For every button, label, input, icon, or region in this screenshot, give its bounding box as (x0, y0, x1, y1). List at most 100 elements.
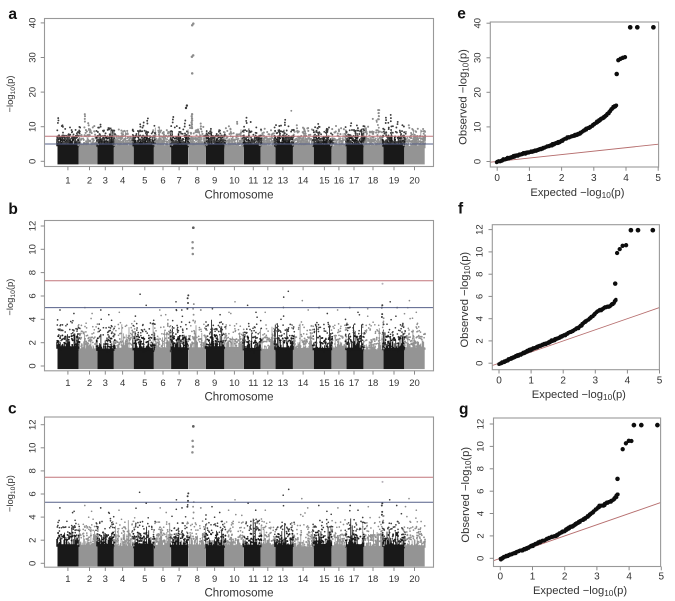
svg-text:7: 7 (176, 378, 181, 389)
svg-text:2: 2 (87, 176, 92, 187)
svg-text:2: 2 (562, 572, 568, 583)
svg-text:15: 15 (319, 574, 330, 585)
svg-text:19: 19 (389, 176, 400, 187)
svg-text:18: 18 (368, 176, 379, 187)
svg-text:12: 12 (263, 378, 274, 389)
svg-text:−log10(p): −log10(p) (4, 279, 17, 316)
svg-text:3: 3 (593, 376, 599, 387)
svg-text:10: 10 (475, 247, 486, 258)
svg-text:20: 20 (409, 574, 420, 585)
svg-text:b: b (8, 201, 17, 218)
svg-text:4: 4 (626, 572, 632, 583)
svg-text:17: 17 (349, 574, 360, 585)
svg-text:6: 6 (28, 491, 39, 496)
svg-text:15: 15 (319, 378, 330, 389)
svg-text:12: 12 (263, 574, 274, 585)
svg-text:Expected −log10(p): Expected −log10(p) (532, 389, 626, 402)
svg-text:g: g (459, 401, 468, 418)
svg-text:5: 5 (142, 176, 147, 187)
svg-text:2: 2 (560, 376, 566, 387)
svg-text:17: 17 (349, 176, 360, 187)
svg-text:−log10(p): −log10(p) (4, 76, 17, 113)
svg-text:10: 10 (476, 441, 487, 452)
svg-text:4: 4 (120, 574, 125, 585)
svg-text:16: 16 (334, 378, 345, 389)
svg-text:12: 12 (263, 176, 274, 187)
svg-text:0: 0 (473, 159, 484, 164)
svg-text:10: 10 (28, 244, 39, 255)
svg-text:e: e (457, 5, 466, 22)
svg-text:6: 6 (160, 176, 165, 187)
svg-text:16: 16 (334, 176, 345, 187)
svg-text:8: 8 (475, 272, 486, 277)
svg-text:14: 14 (298, 378, 309, 389)
svg-text:8: 8 (28, 270, 39, 275)
svg-text:20: 20 (409, 378, 420, 389)
svg-text:Observed −log10(p): Observed −log10(p) (460, 447, 473, 543)
svg-text:12: 12 (475, 224, 486, 235)
svg-text:13: 13 (278, 574, 289, 585)
svg-text:8: 8 (195, 176, 200, 187)
svg-text:0: 0 (28, 159, 39, 164)
svg-text:16: 16 (334, 574, 345, 585)
svg-text:8: 8 (28, 468, 39, 473)
svg-text:4: 4 (476, 511, 487, 516)
svg-text:1: 1 (65, 574, 70, 585)
svg-text:Observed −log10(p): Observed −log10(p) (458, 49, 471, 145)
svg-text:14: 14 (298, 574, 309, 585)
svg-text:7: 7 (176, 176, 181, 187)
svg-text:4: 4 (120, 176, 125, 187)
svg-text:6: 6 (160, 378, 165, 389)
svg-text:10: 10 (229, 176, 240, 187)
svg-text:1: 1 (530, 572, 536, 583)
svg-text:18: 18 (368, 574, 379, 585)
svg-text:Expected −log10(p): Expected −log10(p) (530, 187, 624, 200)
svg-text:15: 15 (319, 176, 330, 187)
svg-text:9: 9 (212, 378, 217, 389)
svg-text:12: 12 (28, 221, 39, 232)
svg-text:10: 10 (28, 121, 39, 132)
svg-text:2: 2 (28, 340, 39, 345)
svg-text:0: 0 (494, 173, 500, 184)
svg-text:9: 9 (212, 176, 217, 187)
svg-text:18: 18 (368, 378, 379, 389)
svg-text:0: 0 (496, 376, 502, 387)
svg-text:5: 5 (659, 572, 665, 583)
svg-text:3: 3 (103, 574, 108, 585)
svg-text:6: 6 (475, 294, 486, 299)
svg-text:4: 4 (623, 173, 629, 184)
svg-text:1: 1 (528, 376, 534, 387)
svg-text:13: 13 (278, 378, 289, 389)
svg-text:19: 19 (389, 378, 400, 389)
svg-text:4: 4 (475, 316, 486, 321)
svg-text:8: 8 (476, 466, 487, 471)
svg-text:12: 12 (476, 419, 487, 430)
svg-text:a: a (8, 6, 17, 23)
svg-text:4: 4 (120, 378, 125, 389)
svg-text:10: 10 (28, 443, 39, 454)
svg-text:40: 40 (473, 18, 484, 29)
svg-text:40: 40 (28, 18, 39, 29)
svg-text:4: 4 (28, 514, 39, 519)
svg-text:17: 17 (349, 378, 360, 389)
svg-text:3: 3 (103, 176, 108, 187)
svg-text:2: 2 (476, 533, 487, 538)
svg-text:7: 7 (176, 574, 181, 585)
svg-text:3: 3 (103, 378, 108, 389)
svg-text:2: 2 (28, 538, 39, 543)
svg-text:13: 13 (278, 176, 289, 187)
svg-text:11: 11 (248, 378, 258, 389)
svg-text:5: 5 (655, 173, 661, 184)
svg-text:5: 5 (142, 378, 147, 389)
svg-text:6: 6 (28, 293, 39, 298)
svg-text:c: c (8, 401, 17, 418)
svg-text:Chromosome: Chromosome (204, 190, 273, 202)
svg-text:8: 8 (195, 574, 200, 585)
svg-text:4: 4 (28, 317, 39, 322)
svg-text:10: 10 (229, 378, 240, 389)
svg-text:1: 1 (527, 173, 533, 184)
svg-text:Chromosome: Chromosome (204, 588, 273, 600)
svg-text:3: 3 (591, 173, 597, 184)
svg-text:0: 0 (28, 561, 39, 566)
svg-text:6: 6 (476, 489, 487, 494)
